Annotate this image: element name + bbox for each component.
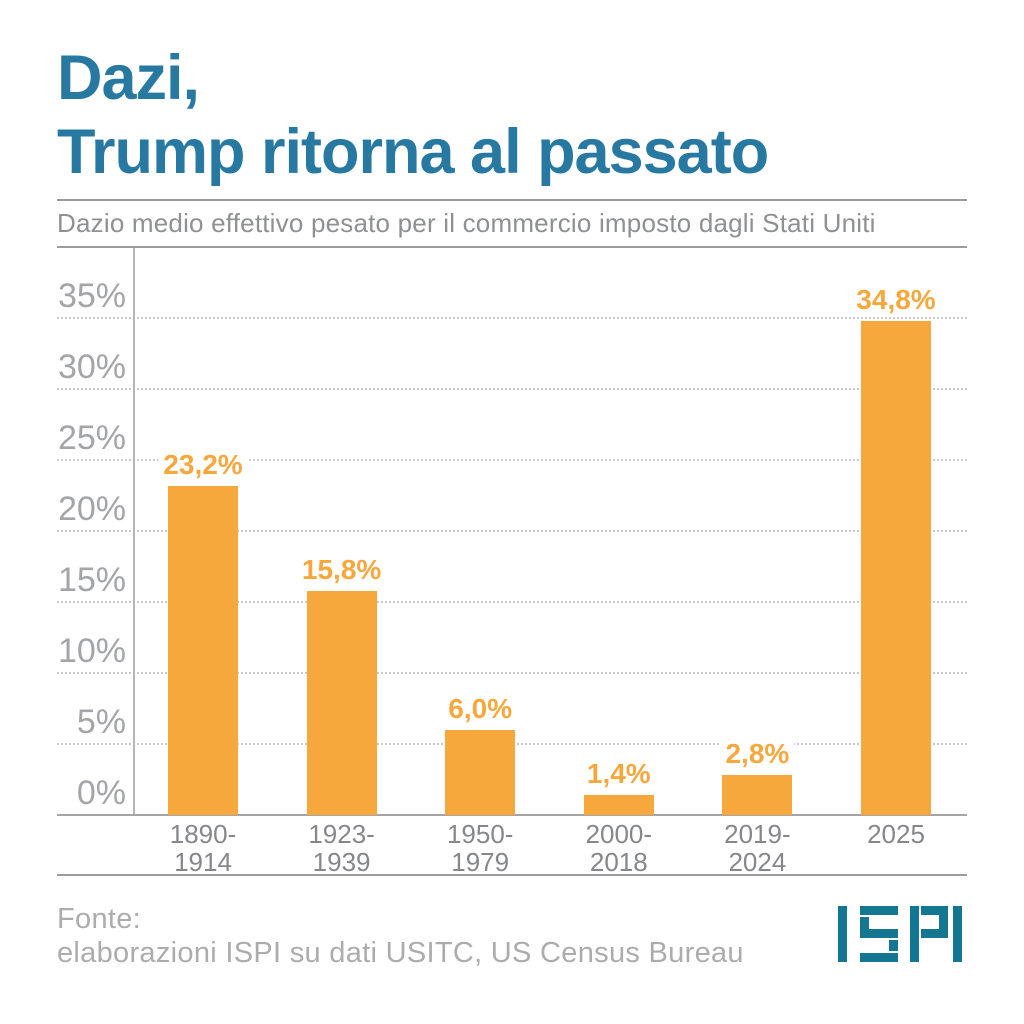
x-axis-baseline [57, 814, 967, 816]
divider-above-subtitle [57, 199, 967, 201]
y-tick-label-15: 15% [57, 561, 126, 599]
x-category-label-4: 2000- 2018 [585, 819, 653, 878]
bar-value-label-3: 6,0% [443, 692, 518, 726]
ispi-logo-letters [838, 906, 962, 962]
y-tick-label-20: 20% [57, 490, 126, 528]
bar-value-label-2: 15,8% [296, 553, 387, 587]
divider-below-subtitle [57, 246, 967, 248]
gridline-25 [57, 459, 967, 461]
bar-3 [445, 730, 516, 815]
source-line-1: Fonte: [57, 903, 142, 935]
gridline-20 [57, 530, 967, 532]
bar-value-label-6: 34,8% [851, 283, 941, 317]
bar-5 [722, 775, 793, 815]
bar-2 [306, 591, 377, 815]
source-line-2: elaborazioni ISPI su dati USITC, US Cens… [57, 936, 744, 969]
page-title: Dazi, Trump ritorna al passato [57, 42, 769, 189]
title-line-1: Dazi, [57, 43, 200, 113]
bar-value-label-4: 1,4% [581, 757, 656, 791]
y-tick-label-25: 25% [57, 419, 126, 457]
y-tick-label-10: 10% [57, 632, 126, 670]
y-tick-label-5: 5% [76, 703, 126, 741]
y-tick-label-0: 0% [76, 774, 126, 812]
x-category-label-6: 2025 [867, 819, 925, 849]
bar-6 [861, 321, 931, 815]
x-category-label-5: 2019- 2024 [724, 819, 791, 878]
gridline-30 [57, 388, 967, 390]
x-category-label-3: 1950- 1979 [446, 819, 514, 878]
y-tick-label-35: 35% [57, 277, 126, 315]
ispi-logo [838, 906, 962, 962]
gridline-10 [57, 672, 967, 674]
bar-1 [168, 486, 238, 815]
x-category-label-1: 1890- 1914 [169, 819, 237, 878]
title-line-2: Trump ritorna al passato [57, 116, 769, 187]
divider-above-footer [57, 874, 967, 876]
gridline-15 [57, 601, 967, 603]
gridline-35 [57, 317, 967, 319]
chart-subtitle: Dazio medio effettivo pesato per il comm… [57, 208, 876, 238]
bar-value-label-1: 23,2% [158, 448, 248, 482]
bar-value-label-5: 2,8% [720, 737, 795, 771]
y-axis-line [133, 248, 135, 815]
bar-4 [583, 795, 654, 815]
source-note: Fonte: elaborazioni ISPI su dati USITC, … [57, 903, 744, 970]
y-tick-label-30: 30% [57, 348, 126, 386]
x-category-label-2: 1923- 1939 [308, 819, 375, 878]
